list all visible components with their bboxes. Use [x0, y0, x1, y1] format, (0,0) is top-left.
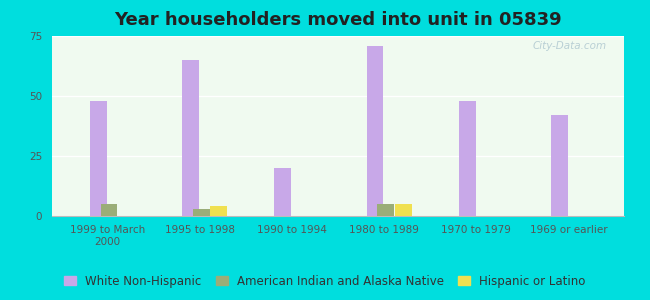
Bar — [395, 204, 411, 216]
Bar — [182, 60, 199, 216]
Bar — [551, 115, 568, 216]
Bar — [211, 206, 227, 216]
Bar — [378, 204, 394, 216]
Legend: White Non-Hispanic, American Indian and Alaska Native, Hispanic or Latino: White Non-Hispanic, American Indian and … — [60, 271, 590, 291]
Text: City-Data.com: City-Data.com — [533, 41, 607, 51]
Title: Year householders moved into unit in 05839: Year householders moved into unit in 058… — [114, 11, 562, 29]
Bar — [193, 209, 209, 216]
Bar — [459, 101, 476, 216]
Bar — [90, 101, 107, 216]
Bar — [367, 46, 384, 216]
Bar — [274, 168, 291, 216]
Bar — [101, 204, 117, 216]
